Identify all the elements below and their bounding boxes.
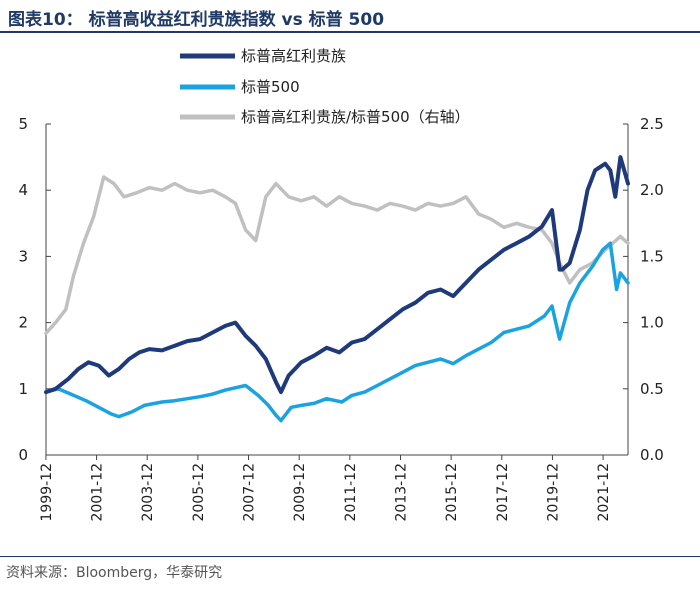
- series-lines: [44, 155, 630, 423]
- title-bar: 图表10： 标普高收益红利贵族指数 vs 标普 500: [0, 0, 700, 33]
- y-tick-label-right: 2.0: [640, 181, 664, 199]
- x-tick-label: 1999-12: [39, 463, 55, 522]
- page-title: 图表10： 标普高收益红利贵族指数 vs 标普 500: [8, 10, 385, 30]
- x-tick-label: 2001-12: [90, 463, 106, 522]
- x-tick-label: 2013-12: [393, 463, 409, 522]
- chart: 0 1 2 3 4 5 0.0 0.5 1.0 1.5 2.0 2.5 1999-12 2001-12 20…: [18, 47, 663, 522]
- x-tick-label: 2019-12: [545, 463, 561, 522]
- series-line-1: [44, 241, 630, 423]
- x-tick-label: 2009-12: [292, 463, 308, 522]
- x-tick-label: 2005-12: [191, 463, 207, 522]
- x-tick-label: 2015-12: [444, 463, 460, 522]
- y-tick-label-right: 1.0: [640, 314, 664, 332]
- legend-label-0: 标普高红利贵族: [241, 47, 346, 65]
- series-line-0: [44, 155, 630, 395]
- legend-label-2: 标普高红利贵族/标普500（右轴）: [241, 108, 470, 126]
- y-tick-label-right: 2.5: [640, 115, 664, 133]
- series-line-2: [44, 175, 630, 335]
- x-tick-label: 2017-12: [495, 463, 511, 521]
- y-tick-label-right: 0.5: [640, 380, 664, 398]
- axes: 0 1 2 3 4 5 0.0 0.5 1.0 1.5 2.0 2.5 1999-12 2001-12 20…: [18, 115, 663, 522]
- y-tick-label-left: 1: [18, 380, 28, 398]
- y-tick-label-left: 4: [18, 181, 28, 199]
- source-note: 资料来源：Bloomberg，华泰研究: [6, 565, 223, 581]
- x-tick-label: 2011-12: [343, 463, 359, 522]
- y-tick-label-left: 5: [18, 115, 28, 133]
- y-tick-label-left: 0: [18, 446, 28, 464]
- y-tick-label-left: 2: [18, 314, 28, 332]
- y-tick-label-left: 3: [18, 247, 28, 265]
- y-tick-label-right: 0.0: [640, 446, 664, 464]
- y-tick-label-right: 1.5: [640, 247, 664, 265]
- legend-label-1: 标普500: [241, 78, 300, 96]
- x-tick-label: 2003-12: [140, 463, 156, 522]
- source-divider: [0, 556, 700, 557]
- x-tick-label: 2007-12: [242, 463, 258, 522]
- x-tick-label: 2021-12: [596, 463, 612, 522]
